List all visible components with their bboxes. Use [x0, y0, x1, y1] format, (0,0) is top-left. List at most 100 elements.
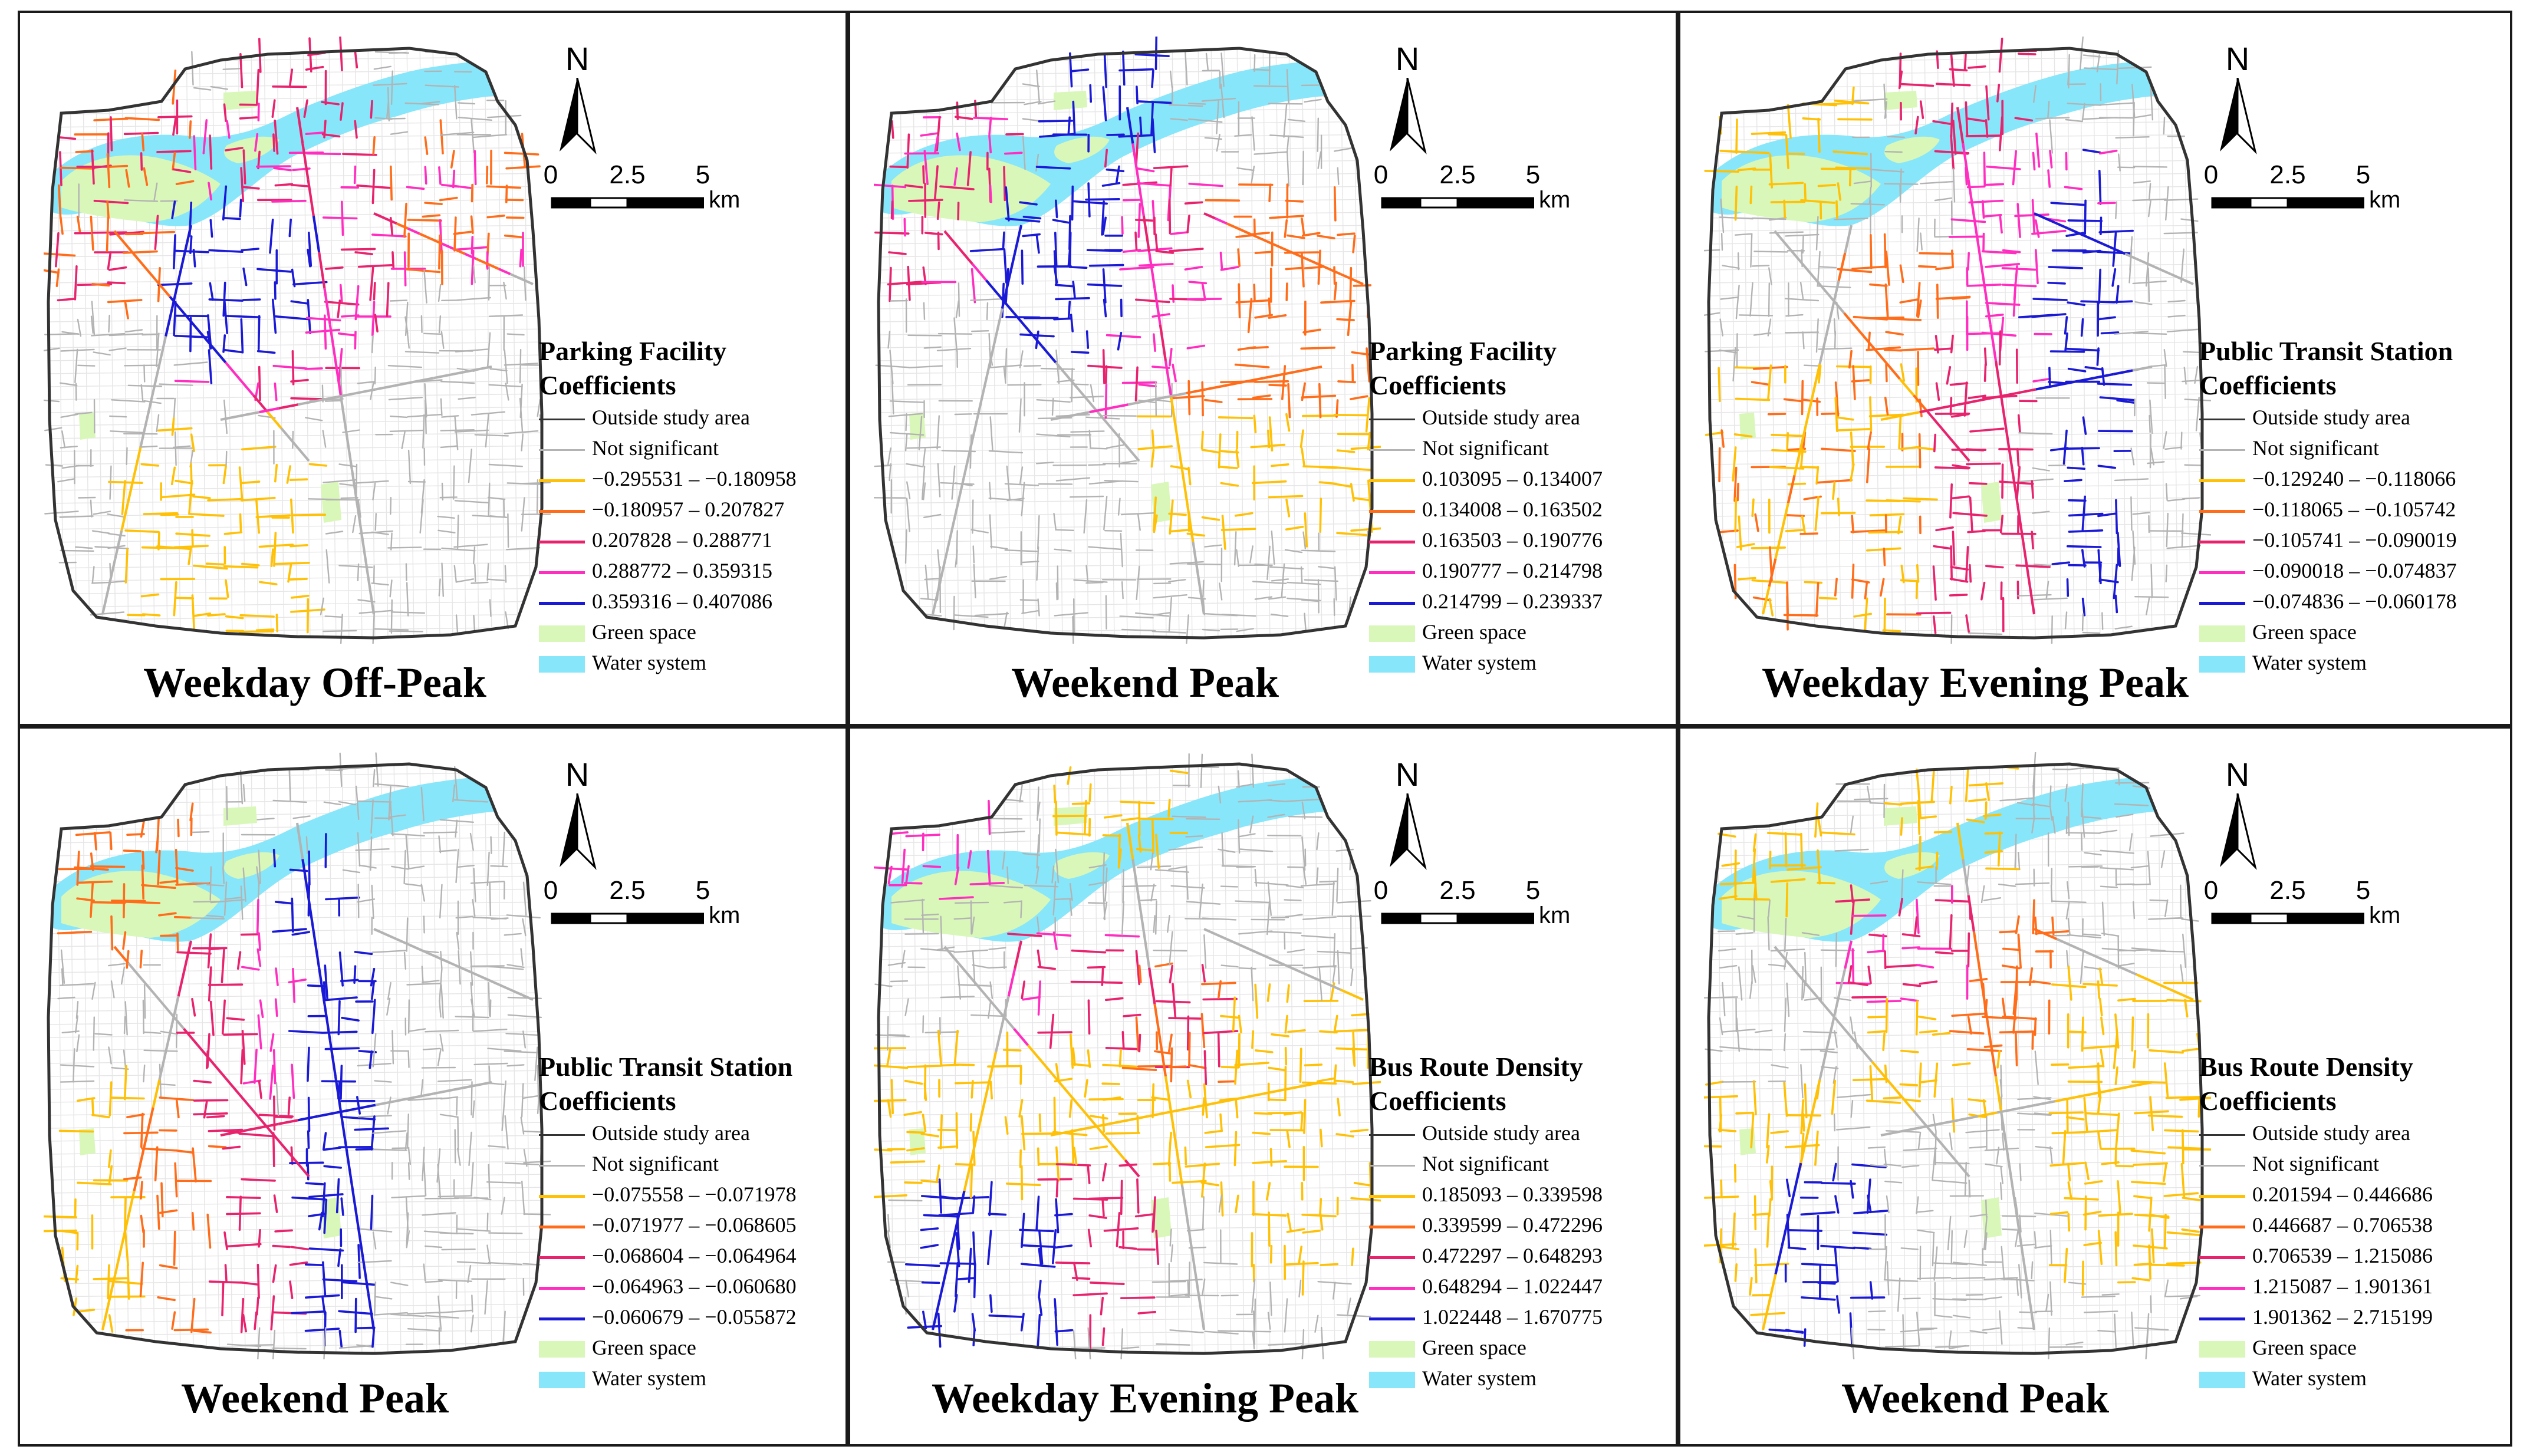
road-segment-not-significant — [891, 380, 894, 415]
arterial-road-segment — [1977, 396, 1998, 402]
road-segment-class-1 — [1750, 1113, 1755, 1149]
arterial-road-segment — [2094, 1088, 2114, 1095]
road-segment-not-significant — [1003, 365, 1006, 384]
road-segment-class-1 — [1868, 413, 1904, 417]
arterial-road-segment — [1977, 1111, 1998, 1118]
legend-symbol — [1369, 442, 1415, 458]
road-segment-not-significant — [1172, 815, 1206, 818]
road-segment-class-2 — [1317, 249, 1321, 285]
road-segment-class-2 — [2002, 1015, 2037, 1020]
road-segment-not-significant — [467, 1265, 472, 1283]
road-segment-not-significant — [2064, 611, 2068, 630]
road-segment-not-significant — [1301, 549, 1336, 552]
road-segment-not-significant — [1202, 1196, 1205, 1231]
road-segment-not-significant — [470, 951, 473, 986]
road-segment-not-significant — [2081, 103, 2085, 121]
road-segment-not-significant — [1952, 1261, 1988, 1266]
arterial-road-segment — [963, 447, 972, 476]
road-segment-class-3 — [236, 951, 242, 970]
road-segment-class-5 — [1850, 1180, 1854, 1199]
road-segment-class-3 — [357, 263, 393, 268]
road-segment-class-2 — [1821, 447, 1856, 452]
panel-title: Weekday Off-Peak — [143, 659, 486, 706]
legend-symbol — [539, 1188, 585, 1204]
road-segment-class-1 — [77, 1181, 112, 1185]
road-segment-class-2 — [1866, 448, 1871, 483]
road-segment-not-significant — [143, 1031, 162, 1034]
road-segment-class-2 — [139, 1261, 144, 1297]
road-segment-class-3 — [1914, 116, 1919, 135]
road-segment-class-3 — [110, 116, 113, 151]
road-segment-class-3 — [1120, 1296, 1156, 1300]
road-segment-not-significant — [1833, 997, 1852, 1002]
road-segment-class-4 — [953, 167, 958, 186]
road-segment-class-1 — [1265, 1182, 1271, 1201]
road-segment-not-significant — [386, 997, 391, 1016]
road-segment-not-significant — [1153, 594, 1187, 599]
road-segment-not-significant — [423, 269, 427, 304]
arterial-road-segment — [1994, 360, 2003, 397]
road-segment-class-2 — [1268, 297, 1271, 317]
road-segment-class-5 — [2068, 512, 2104, 517]
road-segment-class-3 — [1963, 381, 1968, 417]
arterial-road-segment — [1774, 230, 1790, 249]
road-segment-not-significant — [406, 983, 441, 986]
legend-row-class-3: 0.472297 – 0.648293 — [1369, 1241, 1676, 1271]
road-segment-class-1 — [1783, 199, 1786, 219]
road-segment-not-significant — [1784, 298, 1820, 302]
road-segment-not-significant — [2101, 901, 2105, 936]
road-segment-class-1 — [1917, 446, 1936, 451]
road-segment-not-significant — [257, 1327, 261, 1359]
green-swatch — [539, 1341, 585, 1358]
legend-row-class-5: −0.074836 – −0.060178 — [2199, 587, 2506, 617]
road-segment-not-significant — [1119, 615, 1154, 619]
arterial-road-segment — [1899, 378, 1915, 396]
road-segment-class-4 — [1867, 950, 1886, 954]
class-line-swatch — [2199, 510, 2245, 513]
road-segment-not-significant — [108, 580, 127, 584]
road-segment-class-1 — [1820, 831, 1855, 836]
road-segment-not-significant — [1868, 1310, 1886, 1313]
road-segment-not-significant — [504, 1050, 538, 1053]
arterial-road-segment — [133, 447, 142, 476]
road-segment-not-significant — [972, 499, 974, 534]
road-segment-not-significant — [60, 1064, 95, 1068]
road-segment-not-significant — [452, 784, 456, 803]
road-segment-class-2 — [1169, 395, 1205, 400]
road-segment-not-significant — [2150, 85, 2154, 121]
road-segment-class-4 — [273, 167, 292, 172]
road-segment-not-significant — [2133, 901, 2136, 920]
road-segment-class-2 — [1720, 429, 1725, 448]
arterial-road-segment — [114, 531, 123, 559]
road-segment-not-significant — [352, 515, 357, 533]
road-segment-not-significant — [2099, 102, 2134, 106]
road-segment-not-significant — [223, 399, 228, 434]
not-significant-line-swatch — [1369, 449, 1415, 451]
legend-label: Water system — [2252, 651, 2367, 674]
road-segment-not-significant — [1088, 546, 1123, 551]
road-segment-not-significant — [1920, 232, 1923, 251]
road-segment-class-1 — [874, 1194, 907, 1198]
road-segment-class-3 — [221, 948, 225, 984]
road-segment-class-2 — [141, 1147, 176, 1152]
scale-unit: km — [1539, 902, 1571, 928]
road-segment-not-significant — [457, 102, 476, 105]
road-segment-not-significant — [457, 1116, 459, 1151]
road-segment-class-1 — [1271, 1033, 1289, 1037]
road-segment-not-significant — [521, 1083, 524, 1118]
legend-row-not-significant: Not significant — [539, 433, 845, 464]
arterial-road-segment — [1768, 558, 1777, 587]
road-segment-class-5 — [354, 1127, 390, 1131]
road-segment-not-significant — [887, 1214, 890, 1232]
legend-row-class-2: 0.446687 – 0.706538 — [2199, 1210, 2506, 1241]
road-segment-class-2 — [75, 150, 94, 153]
road-segment-not-significant — [505, 383, 509, 401]
road-segment-class-4 — [453, 246, 489, 251]
road-segment-class-1 — [2163, 1062, 2169, 1098]
road-segment-not-significant — [357, 500, 361, 518]
road-segment-class-1 — [886, 1047, 891, 1067]
road-segment-class-5 — [920, 1227, 939, 1231]
road-segment-not-significant — [1315, 867, 1319, 885]
road-segment-class-1 — [904, 1181, 923, 1184]
arterial-road-segment — [1926, 1126, 1943, 1145]
